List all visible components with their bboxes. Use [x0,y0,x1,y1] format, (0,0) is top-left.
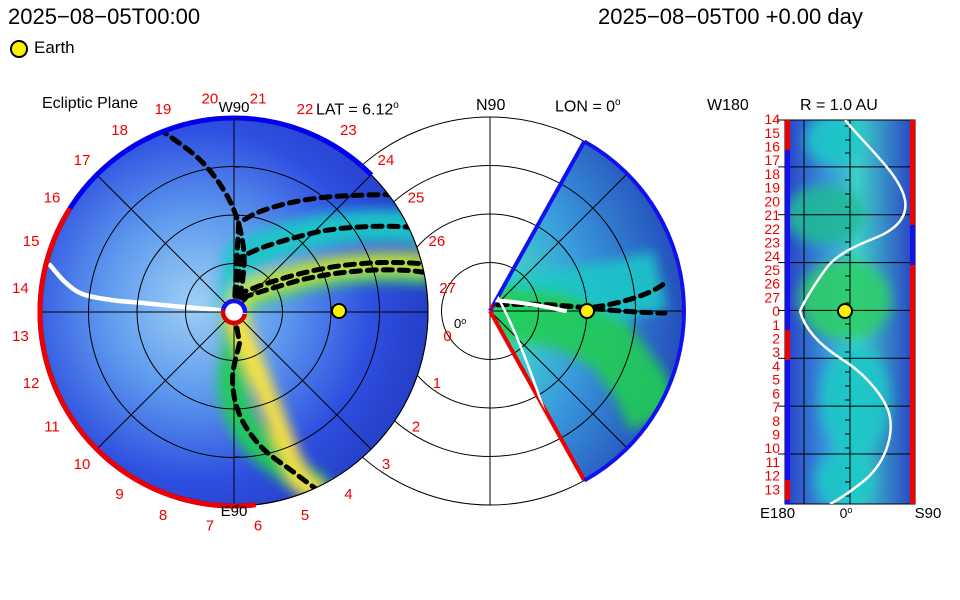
svg-text:W90: W90 [219,99,250,116]
svg-text:0: 0 [443,328,451,345]
svg-text:4: 4 [344,486,352,503]
svg-text:22: 22 [297,101,314,118]
svg-text:15: 15 [23,233,40,250]
svg-text:E90: E90 [221,503,248,520]
svg-text:21: 21 [250,90,267,107]
svg-text:7: 7 [206,518,214,535]
svg-text:27: 27 [439,280,456,297]
svg-text:23: 23 [340,122,357,139]
svg-text:12: 12 [23,375,40,392]
svg-text:19: 19 [155,101,172,118]
svg-text:6: 6 [254,518,262,535]
svg-text:26: 26 [429,233,446,250]
svg-text:1: 1 [433,375,441,392]
svg-text:25: 25 [408,190,425,207]
svg-text:5: 5 [301,507,309,524]
svg-text:2: 2 [412,418,420,435]
svg-text:8: 8 [159,507,167,524]
svg-text:18: 18 [111,122,128,139]
svg-text:16: 16 [44,190,61,207]
svg-text:24: 24 [378,152,395,169]
svg-text:11: 11 [44,418,60,435]
svg-text:13: 13 [12,328,29,345]
svg-text:9: 9 [115,486,123,503]
svg-text:10: 10 [74,456,91,473]
svg-text:3: 3 [382,456,390,473]
svg-text:20: 20 [202,90,219,107]
svg-text:17: 17 [74,152,91,169]
svg-text:14: 14 [12,280,29,297]
svg-text:0o: 0o [454,316,466,331]
